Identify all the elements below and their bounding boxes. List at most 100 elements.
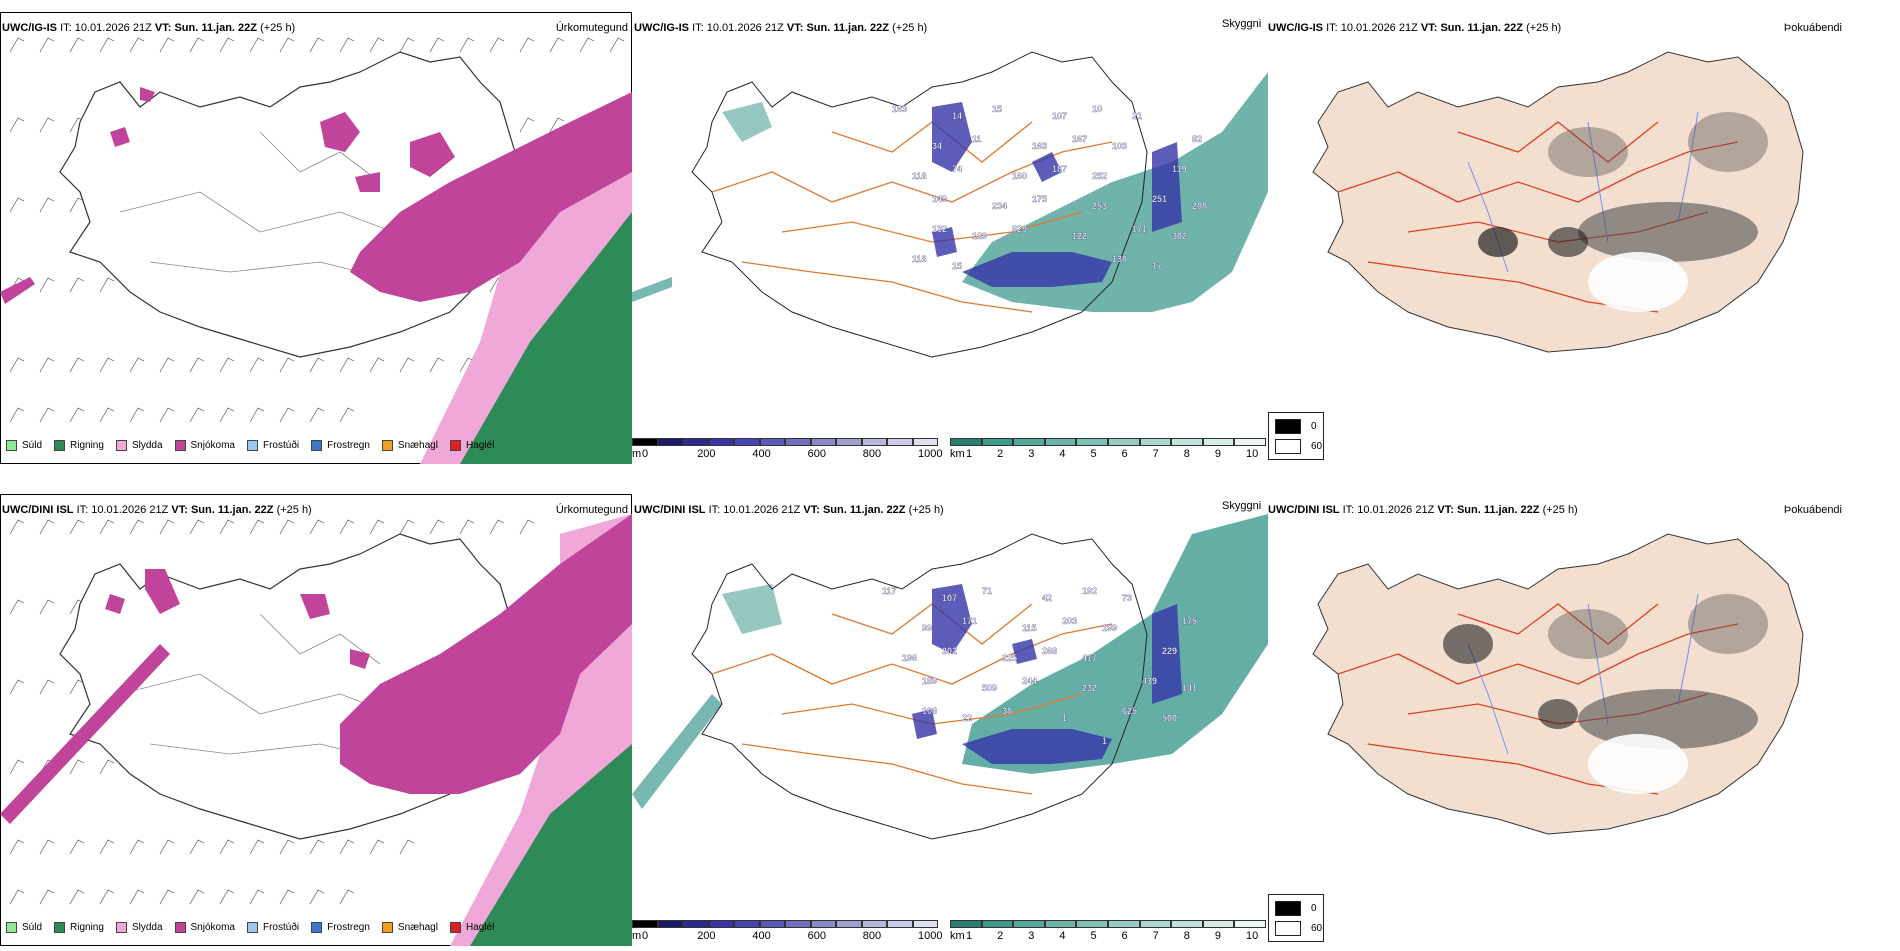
visibility-value-label: 73 [1122,593,1132,603]
colorbar-segment [836,438,862,446]
panel-header: UWC/IG-IS IT: 10.01.2026 21Z VT: Sun. 11… [1268,22,1561,34]
cloud-legend-white-swatch [1275,921,1301,936]
cloud-blob [1548,127,1628,177]
visibility-value-label: 202 [942,646,957,656]
vt-label: VT: [1420,22,1438,34]
legend-item: Snæhagl [381,440,438,451]
legend-label: Snæhagl [397,922,438,933]
visibility-value-label: 108 [922,706,937,716]
cloud-blob [1578,689,1758,749]
cloud-blob [1688,112,1768,172]
legend-label: Haglél [465,440,495,451]
legend-label: Rigning [70,440,104,451]
visibility-panel-bottom: 117 107 71 42 192 73 175 99 171 115 203 199 229 196 20… [632,494,1268,946]
legend-item: Frostúði [246,922,299,933]
colorbar-segment [1076,438,1108,446]
colorbar-segment [759,920,785,928]
visibility-value-label: 196 [902,653,917,663]
legend-item: Slydda [115,922,163,933]
visibility-value-label: 625 [1122,706,1137,716]
legend-swatch [311,440,323,451]
fog-west-strip [632,694,722,809]
it-label: IT: [708,504,721,516]
legend-item: Haglél [449,440,495,451]
vt-label: VT: [786,22,804,34]
cloud-legend-min: 0 [1311,421,1317,432]
visibility-value-label: 10 [1092,104,1102,114]
altitude-ticks: m 0 200 400 600 800 1000 [632,930,942,944]
legend-item: Snjókoma [174,440,235,451]
colorbar-segment [887,438,913,446]
white-clear-area [1588,734,1688,794]
colorbar-segment [683,438,709,446]
colorbar-segment [861,438,887,446]
panel-header: UWC/DINI ISL IT: 10.01.2026 21Z VT: Sun.… [2,504,312,516]
legend-item: Haglél [449,922,495,933]
legend-item: Snæhagl [381,922,438,933]
cloud-legend: 0 60 [1268,894,1324,942]
colorbar-unit: km [950,930,965,942]
legend-item: Rigning [54,922,104,933]
cloud-legend: 0 60 [1268,412,1324,460]
visibility-value-label: 252 [1092,171,1107,181]
colorbar-segment [1076,920,1108,928]
colorbar-tick: 7 [1152,448,1159,460]
panel-title: Skyggni [1222,500,1262,512]
colorbar-segment [734,920,760,928]
visibility-value-label: 107 [942,593,957,603]
legend-swatch [54,922,66,933]
colorbar-tick: 4 [1059,930,1066,942]
visibility-value-label: 118 [912,254,927,264]
it-label: IT: [692,22,704,34]
cloud-blob [1443,624,1493,664]
visibility-panel-top: 163 14 15 107 10 21 82 34 11 163 167 103 119 118 74 160… [632,12,1268,464]
visibility-value-label: 234 [992,201,1007,211]
visibility-value-label: 132 [932,224,947,234]
legend-swatch [449,922,461,933]
colorbar-segment [950,438,982,446]
visibility-value-label: 117 [882,586,897,596]
colorbar-tick: 7 [1152,930,1159,942]
legend-swatch [6,922,17,933]
visibility-value-label: 187 [1052,164,1067,174]
colorbar-segment [1107,438,1140,446]
lead-time: (+25 h) [1526,22,1562,34]
visibility-value-label: 122 [1072,231,1087,241]
colorbar-tick: 4 [1059,448,1066,460]
visibility-value-label: 82 [1192,134,1202,144]
snow-area-main [350,92,632,302]
colorbar-tick: 200 [697,448,716,460]
colorbar-tick: 9 [1214,448,1221,460]
it-value: 10.01.2026 21Z [706,22,784,34]
visibility-value-label: 118 [912,171,927,181]
visibility-value-label: 21 [1132,111,1142,121]
legend-item: Rigning [54,440,104,451]
visibility-value-label: 439 [1142,676,1157,686]
visibility-value-label: 11 [972,134,982,144]
cloud-blob [1688,594,1768,654]
panel-header: UWC/IG-IS IT: 10.01.2026 21Z VT: Sun. 11… [2,22,295,34]
visibility-value-label: 115 [1022,623,1037,633]
visibility-value-label: 229 [1162,646,1177,656]
precip-map-bottom [0,494,632,946]
colorbar-tick: 1000 [918,448,943,460]
colorbar-tick: 8 [1183,930,1190,942]
legend-label: Súld [22,440,43,451]
colorbar-segment [1139,438,1172,446]
visibility-value-label: 141 [1182,683,1197,693]
vt-value: Sun. 11.jan. 22Z [190,504,274,516]
legend-label: Slydda [131,922,163,933]
snow-west-streak [0,644,170,824]
colorbar-tick: 2 [997,448,1004,460]
panel-title: Þokuábendi [1783,22,1842,34]
legend-swatch [381,440,393,451]
legend-label: Haglél [465,922,495,933]
cloud-blob [1578,202,1758,262]
colorbar-segment [1044,438,1077,446]
panel-title: Úrkomutegund [555,22,628,34]
colorbar-segment [1013,438,1045,446]
visibility-value-label: 203 [1062,616,1077,626]
legend-item: Slydda [115,440,163,451]
legend-item: Frostregn [311,922,370,933]
colorbar-tick: 1 [966,448,973,460]
